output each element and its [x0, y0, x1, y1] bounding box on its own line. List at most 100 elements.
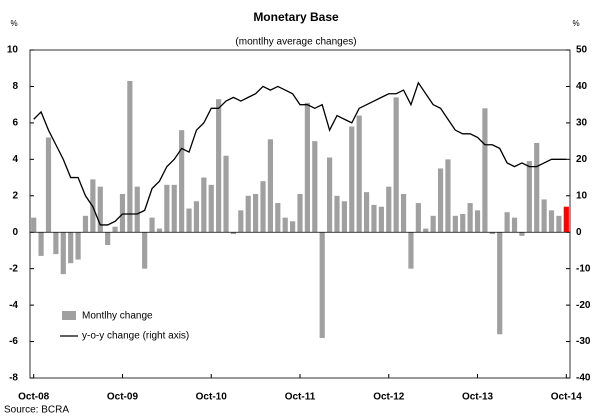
bar: [45, 137, 52, 233]
bar: [319, 232, 325, 338]
bar: [149, 217, 155, 233]
x-tick-label: Oct-08: [18, 392, 50, 403]
y-unit: %: [10, 19, 17, 28]
bar: [415, 203, 421, 233]
bar: [534, 142, 540, 233]
bar: [164, 184, 170, 233]
bar: [445, 159, 451, 233]
bar: [312, 141, 318, 233]
x-tick-label: Oct-13: [462, 392, 494, 403]
bar: [260, 181, 266, 233]
bar: [504, 212, 510, 233]
y2-tick-label: 0: [576, 227, 582, 238]
bar: [474, 210, 481, 233]
bar: [393, 97, 399, 233]
y2-tick-label: -20: [576, 300, 591, 311]
bar: [245, 195, 251, 233]
bar: [349, 126, 355, 233]
bar: [371, 204, 377, 233]
legend-label: y-o-y change (right axis): [82, 331, 189, 342]
bar: [223, 155, 229, 233]
bar: [179, 130, 185, 233]
bar: [127, 80, 133, 233]
x-tick-label: Oct-10: [196, 392, 228, 403]
y-tick-label: 10: [7, 45, 19, 56]
bar: [334, 195, 340, 233]
bar: [119, 193, 126, 233]
bar: [82, 215, 89, 233]
bar: [171, 184, 177, 233]
y2-tick-label: -40: [576, 373, 591, 384]
bar: [548, 210, 555, 233]
x-tick-label: Oct-09: [107, 392, 139, 403]
bar: [341, 201, 347, 233]
bar: [430, 215, 436, 233]
bar: [400, 193, 407, 233]
bar: [216, 99, 222, 233]
y-tick-label: 8: [12, 81, 18, 92]
bar: [238, 210, 244, 233]
y2-unit: %: [572, 19, 579, 28]
bar: [142, 232, 148, 269]
bar: [208, 184, 214, 233]
bar: [304, 102, 310, 233]
y-tick-label: 2: [12, 190, 18, 201]
y-tick-label: 6: [12, 118, 18, 129]
bar: [97, 186, 103, 233]
bar: [53, 232, 59, 255]
bar: [408, 232, 414, 269]
source: Source: BCRA: [4, 405, 69, 416]
legend-swatch: [62, 311, 76, 320]
chart-subtitle: (montlhy average changes): [235, 37, 356, 48]
bar: [489, 232, 495, 235]
bar: [112, 226, 118, 233]
y2-tick-label: -10: [576, 263, 591, 274]
bar: [186, 208, 192, 233]
bar: [201, 177, 207, 233]
bar: [423, 228, 429, 233]
x-tick-label: Oct-11: [285, 392, 316, 403]
bar: [482, 108, 488, 233]
bar: [105, 232, 111, 245]
bar: [253, 193, 259, 233]
y-tick-label: 0: [12, 227, 18, 238]
x-tick-label: Oct-14: [551, 392, 583, 403]
y-tick-label: -4: [9, 300, 18, 311]
bar: [452, 215, 458, 233]
line: [33, 81, 567, 226]
chart-title: Monetary Base: [253, 10, 339, 24]
y2-tick-label: 50: [576, 45, 588, 56]
y2-tick-label: 10: [576, 190, 588, 201]
bar: [526, 161, 532, 233]
bar: [275, 203, 281, 233]
bar: [563, 206, 569, 233]
bar: [60, 232, 66, 275]
y-tick-label: 4: [12, 154, 18, 165]
bar: [31, 217, 37, 233]
y-tick-label: -8: [9, 373, 18, 384]
bar: [193, 201, 200, 233]
bar: [297, 193, 303, 233]
bar: [290, 221, 296, 233]
bar: [156, 228, 163, 233]
y-tick-label: -6: [9, 336, 18, 347]
bar: [497, 232, 503, 335]
bar: [467, 203, 473, 233]
bar: [541, 199, 547, 233]
bar: [68, 232, 74, 264]
bar: [38, 232, 44, 256]
bar: [511, 217, 518, 233]
bar: [230, 232, 237, 235]
bar: [363, 192, 370, 233]
bar: [556, 215, 562, 233]
bar: [378, 206, 384, 233]
bar: [460, 214, 466, 233]
x-tick-label: Oct-12: [373, 392, 405, 403]
bar: [134, 186, 140, 233]
bar: [386, 186, 392, 233]
bar: [519, 232, 525, 236]
bar: [75, 232, 81, 260]
legend-label: Montlhy change: [82, 311, 153, 322]
y2-tick-label: -30: [576, 336, 591, 347]
